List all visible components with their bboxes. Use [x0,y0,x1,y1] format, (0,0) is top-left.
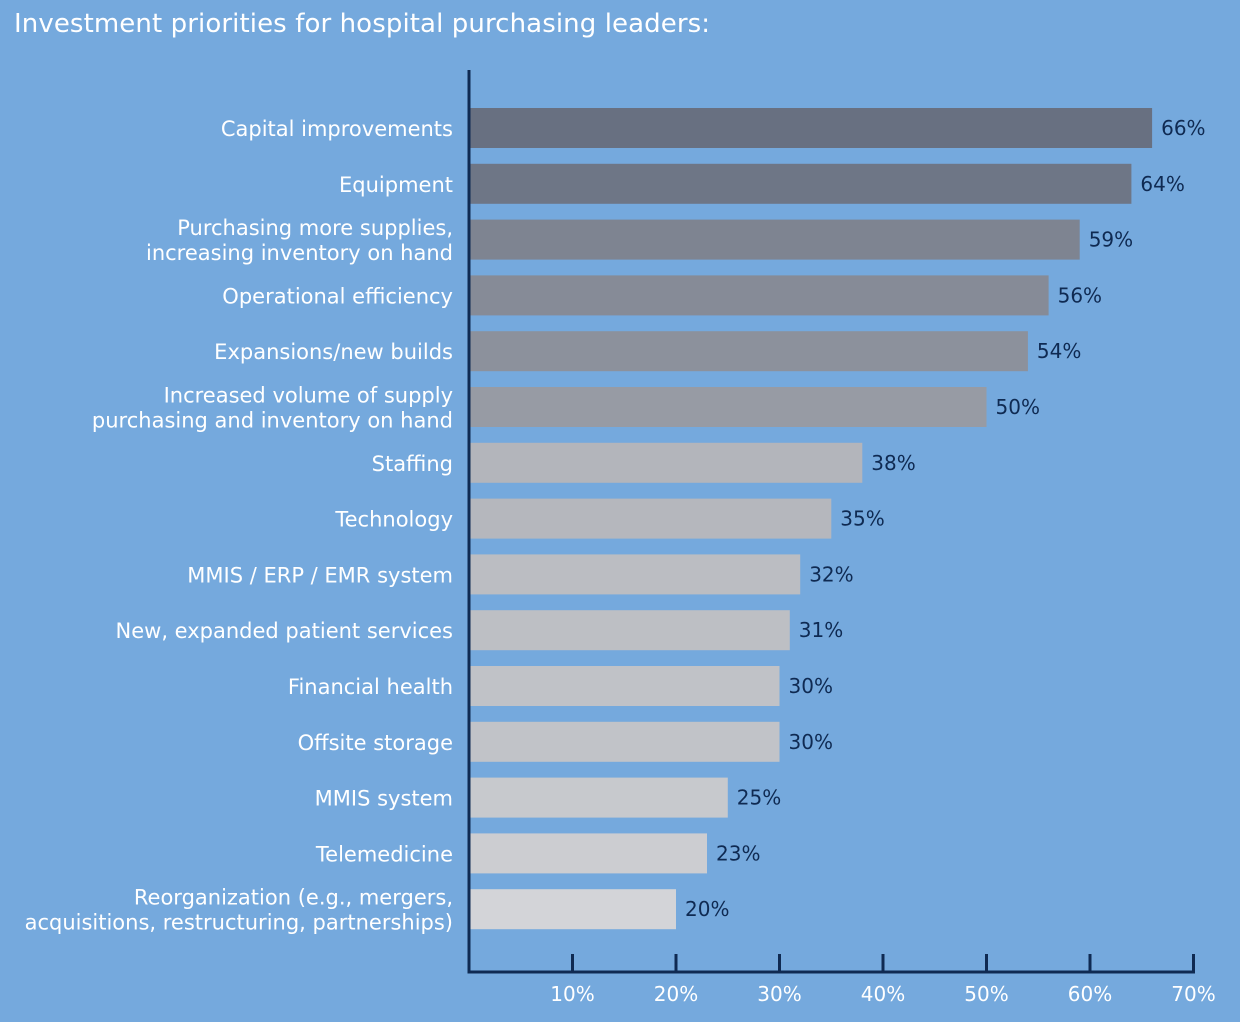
data-label: 64% [1140,172,1184,196]
bar [469,721,780,762]
category-label: Capital improvements [221,117,453,141]
data-label: 30% [789,674,833,698]
category-label: Reorganization (e.g., mergers, acquisitio… [25,886,453,935]
bar [469,275,1049,316]
category-label: Technology [334,508,453,532]
bar [469,442,863,483]
data-label: 31% [799,618,843,642]
category-label: Telemedicine [315,842,453,866]
x-tick-label: 50% [964,982,1008,1006]
category-label: Equipment [339,173,453,197]
bar [469,331,1028,372]
data-label: 23% [716,841,760,865]
data-label: 66% [1161,116,1205,140]
data-label: 59% [1089,228,1133,252]
data-label: 54% [1037,339,1081,363]
bar [469,666,780,706]
bar [469,163,1132,204]
category-label: Offsite storage [298,731,453,755]
bar [469,777,728,818]
data-label: 50% [996,395,1040,419]
data-label: 25% [737,786,781,810]
data-label: 32% [809,562,853,586]
x-tick-label: 30% [757,982,801,1006]
data-label: 30% [789,730,833,754]
bar [469,387,987,427]
bar [469,219,1080,260]
bar [469,498,832,539]
chart-title: Investment priorities for hospital purch… [14,9,711,39]
bar [469,833,707,874]
category-label: Staffing [372,452,453,476]
bar [469,610,790,651]
x-tick-label: 40% [861,982,905,1006]
data-label: 56% [1058,283,1102,307]
category-label: Purchasing more supplies, increasing inve… [146,216,453,265]
category-label: MMIS / ERP / EMR system [187,563,453,587]
data-label: 20% [685,897,729,921]
category-label: New, expanded patient services [116,619,453,643]
bar [469,889,676,930]
category-label: Increased volume of supply purchasing and… [92,384,453,433]
category-label: Financial health [288,675,453,699]
data-label: 35% [840,507,884,531]
category-label: Expansions/new builds [214,340,453,364]
x-tick-label: 10% [550,982,594,1006]
axis-group: 10% 20% 30% 40% 50% 60% 70% [467,70,1216,1006]
bar [469,108,1153,148]
category-label: MMIS system [315,787,453,811]
category-label: Operational efficiency [222,284,453,308]
x-tick-label: 70% [1171,982,1215,1006]
bar [469,554,801,595]
bars-group: 66% Capital improvements 64% Equipment 59% Pu… [25,108,1206,935]
data-label: 38% [871,451,915,475]
x-tick-label: 60% [1068,982,1112,1006]
x-tick-label: 20% [654,982,698,1006]
